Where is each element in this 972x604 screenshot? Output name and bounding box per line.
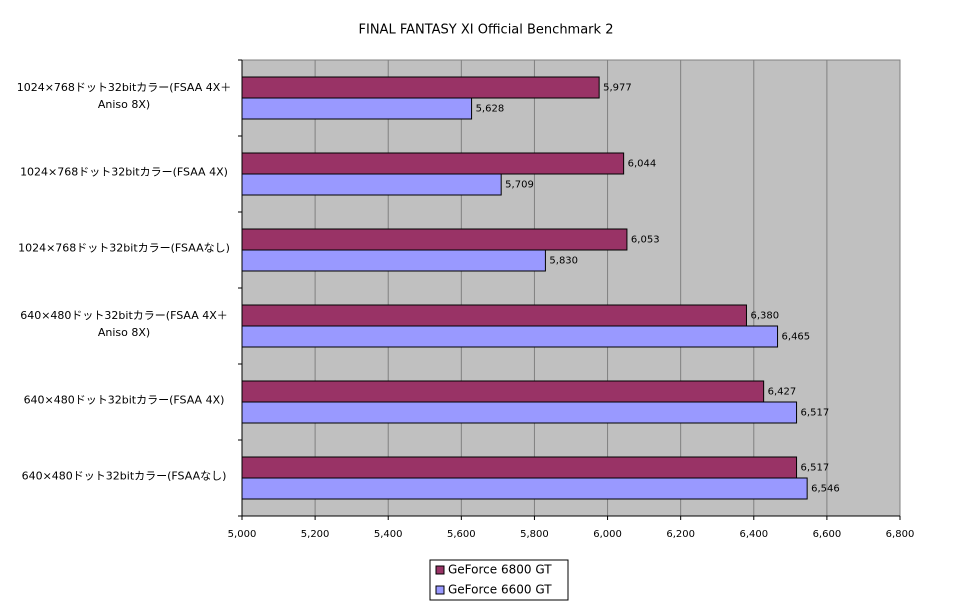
bar bbox=[241, 249, 546, 272]
value-label: 6,517 bbox=[801, 463, 830, 474]
bar bbox=[241, 152, 625, 175]
value-label: 5,977 bbox=[603, 83, 632, 94]
legend-label: GeForce 6600 GT bbox=[448, 583, 552, 597]
value-label: 6,380 bbox=[750, 311, 779, 322]
plot-area bbox=[241, 59, 901, 517]
y-tick-label: 1024×768ドット32bitカラー(FSAA 4X) bbox=[20, 165, 228, 179]
y-tick-label: 640×480ドット32bitカラー(FSAA 4X) bbox=[23, 393, 225, 407]
value-label: 6,465 bbox=[782, 332, 811, 343]
legend-swatch bbox=[435, 565, 445, 575]
x-tick-label: 5,000 bbox=[228, 529, 257, 540]
y-tick-label: 640×480ドット32bitカラー(FSAAなし) bbox=[21, 469, 227, 483]
x-tick-label: 5,600 bbox=[447, 529, 476, 540]
bar bbox=[241, 97, 473, 120]
bar bbox=[241, 401, 798, 424]
value-label: 6,044 bbox=[628, 159, 657, 170]
value-label: 6,053 bbox=[631, 235, 660, 246]
y-tick-label: 1024×768ドット32bitカラー(FSAA 4X＋ Aniso 8X) bbox=[16, 81, 232, 111]
x-tick-label: 6,400 bbox=[739, 529, 768, 540]
x-tick-label: 5,400 bbox=[374, 529, 403, 540]
y-tick-label: 1024×768ドット32bitカラー(FSAAなし) bbox=[18, 241, 230, 255]
legend-box bbox=[429, 559, 569, 601]
value-label: 5,628 bbox=[476, 104, 505, 115]
bar bbox=[241, 76, 600, 99]
bar bbox=[241, 380, 765, 403]
x-tick-label: 5,200 bbox=[301, 529, 330, 540]
value-label: 6,427 bbox=[768, 387, 797, 398]
value-label: 5,830 bbox=[549, 256, 578, 267]
bar bbox=[241, 477, 808, 500]
value-label: 5,709 bbox=[505, 180, 534, 191]
x-tick-label: 5,800 bbox=[520, 529, 549, 540]
value-label: 6,546 bbox=[811, 484, 840, 495]
bar bbox=[241, 456, 798, 479]
bar bbox=[241, 304, 747, 327]
legend-label: GeForce 6800 GT bbox=[448, 563, 552, 577]
x-tick-label: 6,600 bbox=[813, 529, 842, 540]
bar bbox=[241, 173, 502, 196]
y-tick-label: 640×480ドット32bitカラー(FSAA 4X＋ Aniso 8X) bbox=[20, 309, 228, 339]
value-label: 6,517 bbox=[801, 408, 830, 419]
bar bbox=[241, 228, 628, 251]
legend-swatch bbox=[435, 585, 445, 595]
x-tick-label: 6,200 bbox=[666, 529, 695, 540]
bar bbox=[241, 325, 779, 348]
x-tick-label: 6,000 bbox=[593, 529, 622, 540]
x-tick-label: 6,800 bbox=[886, 529, 915, 540]
chart-title: FINAL FANTASY XI Official Benchmark 2 bbox=[359, 23, 614, 38]
